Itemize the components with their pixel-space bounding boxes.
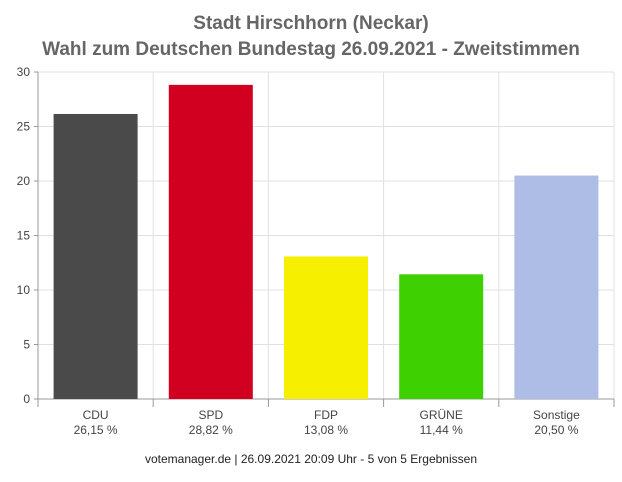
x-category-label: FDP: [314, 408, 338, 422]
y-tick-label: 0: [23, 392, 30, 406]
x-value-label: 20,50 %: [534, 423, 578, 437]
bar-grüne[interactable]: [399, 274, 484, 399]
x-category-label: CDU: [83, 408, 109, 422]
y-tick-label: 25: [17, 120, 31, 134]
chart-subtitle: Wahl zum Deutschen Bundestag 26.09.2021 …: [42, 39, 580, 60]
x-value-label: 13,08 %: [304, 423, 348, 437]
x-value-label: 26,15 %: [74, 423, 118, 437]
bar-spd[interactable]: [168, 84, 253, 399]
x-category-label: GRÜNE: [420, 408, 463, 422]
bar-layer: [53, 84, 599, 399]
x-category-label: SPD: [198, 408, 223, 422]
chart-title: Stadt Hirschhorn (Neckar): [193, 13, 428, 34]
bar-sonstige[interactable]: [514, 175, 599, 399]
x-category-label: Sonstige: [533, 408, 580, 422]
y-tick-label: 20: [17, 174, 31, 188]
bar-fdp[interactable]: [284, 256, 368, 399]
chart-footer: votemanager.de | 26.09.2021 20:09 Uhr - …: [145, 452, 477, 466]
y-tick-label: 10: [17, 283, 31, 297]
x-value-label: 11,44 %: [420, 423, 463, 437]
y-tick-label: 15: [17, 229, 31, 243]
y-tick-label: 30: [17, 65, 31, 79]
x-value-label: 28,82 %: [189, 423, 233, 437]
bar-cdu[interactable]: [53, 113, 138, 399]
y-tick-label: 5: [23, 338, 30, 352]
